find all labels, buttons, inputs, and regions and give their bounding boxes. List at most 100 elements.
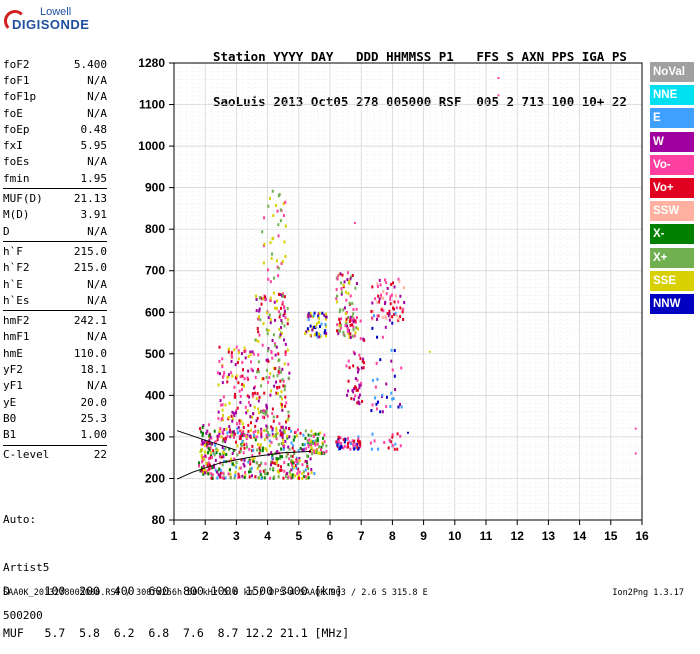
echo-point xyxy=(338,310,341,314)
echo-point xyxy=(302,470,305,474)
echo-point xyxy=(284,353,287,357)
echo-point xyxy=(233,348,236,352)
echo-point xyxy=(222,437,225,441)
echo-point xyxy=(357,446,360,450)
echo-point xyxy=(282,292,285,296)
echo-point xyxy=(282,438,285,442)
param-value: 25.3 xyxy=(80,411,108,425)
echo-point xyxy=(386,286,389,290)
echo-point xyxy=(396,432,399,436)
echo-point xyxy=(238,436,241,440)
echo-point xyxy=(353,439,356,443)
echo-point xyxy=(274,353,277,357)
echo-point xyxy=(357,368,360,372)
echo-point xyxy=(224,476,227,480)
echo-point xyxy=(241,430,244,434)
echo-point xyxy=(274,318,277,322)
echo-point xyxy=(222,395,225,399)
echo-point xyxy=(216,476,219,480)
echo-point xyxy=(346,324,349,328)
echo-point xyxy=(391,368,394,372)
echo-point xyxy=(249,467,252,471)
echo-point xyxy=(402,307,405,311)
echo-point xyxy=(247,400,250,404)
echo-point xyxy=(378,297,381,301)
param-value: 110.0 xyxy=(73,346,107,360)
echo-point xyxy=(288,470,291,474)
echo-point xyxy=(324,329,327,333)
echo-point xyxy=(204,454,207,458)
echo-point xyxy=(301,476,304,480)
echo-point xyxy=(207,447,210,451)
echo-point xyxy=(257,431,260,435)
echo-point xyxy=(314,443,317,447)
echo-point xyxy=(243,476,246,480)
echo-point xyxy=(217,416,220,420)
echo-point xyxy=(250,360,253,364)
echo-point xyxy=(349,336,352,340)
echo-point xyxy=(236,361,239,365)
echo-point xyxy=(268,444,271,448)
echo-point xyxy=(230,433,233,437)
echo-point xyxy=(282,384,285,388)
echo-point xyxy=(228,447,231,451)
echo-point xyxy=(273,342,276,346)
echo-point xyxy=(200,468,203,472)
echo-point xyxy=(281,300,284,304)
echo-point xyxy=(265,358,268,362)
station-header-labels: Station YYYY DAY DDD HHMMSS P1 FFS S AXN… xyxy=(213,49,627,64)
echo-point xyxy=(311,441,314,445)
x-tick-label: 4 xyxy=(264,529,271,543)
echo-point xyxy=(351,301,354,305)
echo-point xyxy=(311,328,314,332)
echo-point xyxy=(227,472,230,476)
echo-point xyxy=(244,405,247,409)
plot-frame xyxy=(173,62,643,521)
echo-point xyxy=(201,448,204,452)
echo-point xyxy=(284,316,287,320)
echo-point xyxy=(213,465,216,469)
echo-point xyxy=(263,216,266,220)
echo-point xyxy=(243,464,246,468)
echo-point xyxy=(371,285,374,289)
echo-point xyxy=(236,427,239,431)
echo-point xyxy=(231,419,234,423)
echo-point xyxy=(248,475,251,479)
echo-point xyxy=(281,455,284,459)
echo-point xyxy=(348,335,351,339)
echo-point xyxy=(346,271,349,275)
echo-point xyxy=(375,407,378,411)
echo-point xyxy=(280,261,283,265)
echo-point xyxy=(285,420,288,424)
x-tick-label: 2 xyxy=(202,529,209,543)
echo-point xyxy=(373,314,376,318)
echo-point xyxy=(271,407,274,411)
param-value: N/A xyxy=(87,277,107,291)
echo-point xyxy=(240,388,243,392)
x-tick-label: 15 xyxy=(604,529,618,543)
echo-point xyxy=(273,276,276,280)
echo-point xyxy=(256,461,259,465)
echo-point xyxy=(287,376,290,380)
echo-point xyxy=(258,333,261,337)
echo-point xyxy=(336,277,339,281)
echo-point xyxy=(222,476,225,480)
echo-point xyxy=(361,359,364,363)
echo-point xyxy=(251,369,254,373)
echo-point xyxy=(258,307,261,311)
echo-point xyxy=(385,395,388,399)
echo-point xyxy=(275,204,278,208)
echo-point xyxy=(254,338,257,342)
echo-point xyxy=(295,460,298,464)
echo-point xyxy=(317,320,320,324)
echo-point xyxy=(371,432,374,436)
echo-point xyxy=(264,412,267,416)
isolated-echo-point xyxy=(407,431,409,434)
echo-point xyxy=(260,427,263,431)
param-value: 3.91 xyxy=(80,208,108,222)
echo-point xyxy=(201,442,204,446)
echo-point xyxy=(297,467,300,471)
param-row: yE 20.0 xyxy=(3,394,107,410)
y-tick-label: 300 xyxy=(145,430,165,444)
echo-point xyxy=(217,410,220,414)
